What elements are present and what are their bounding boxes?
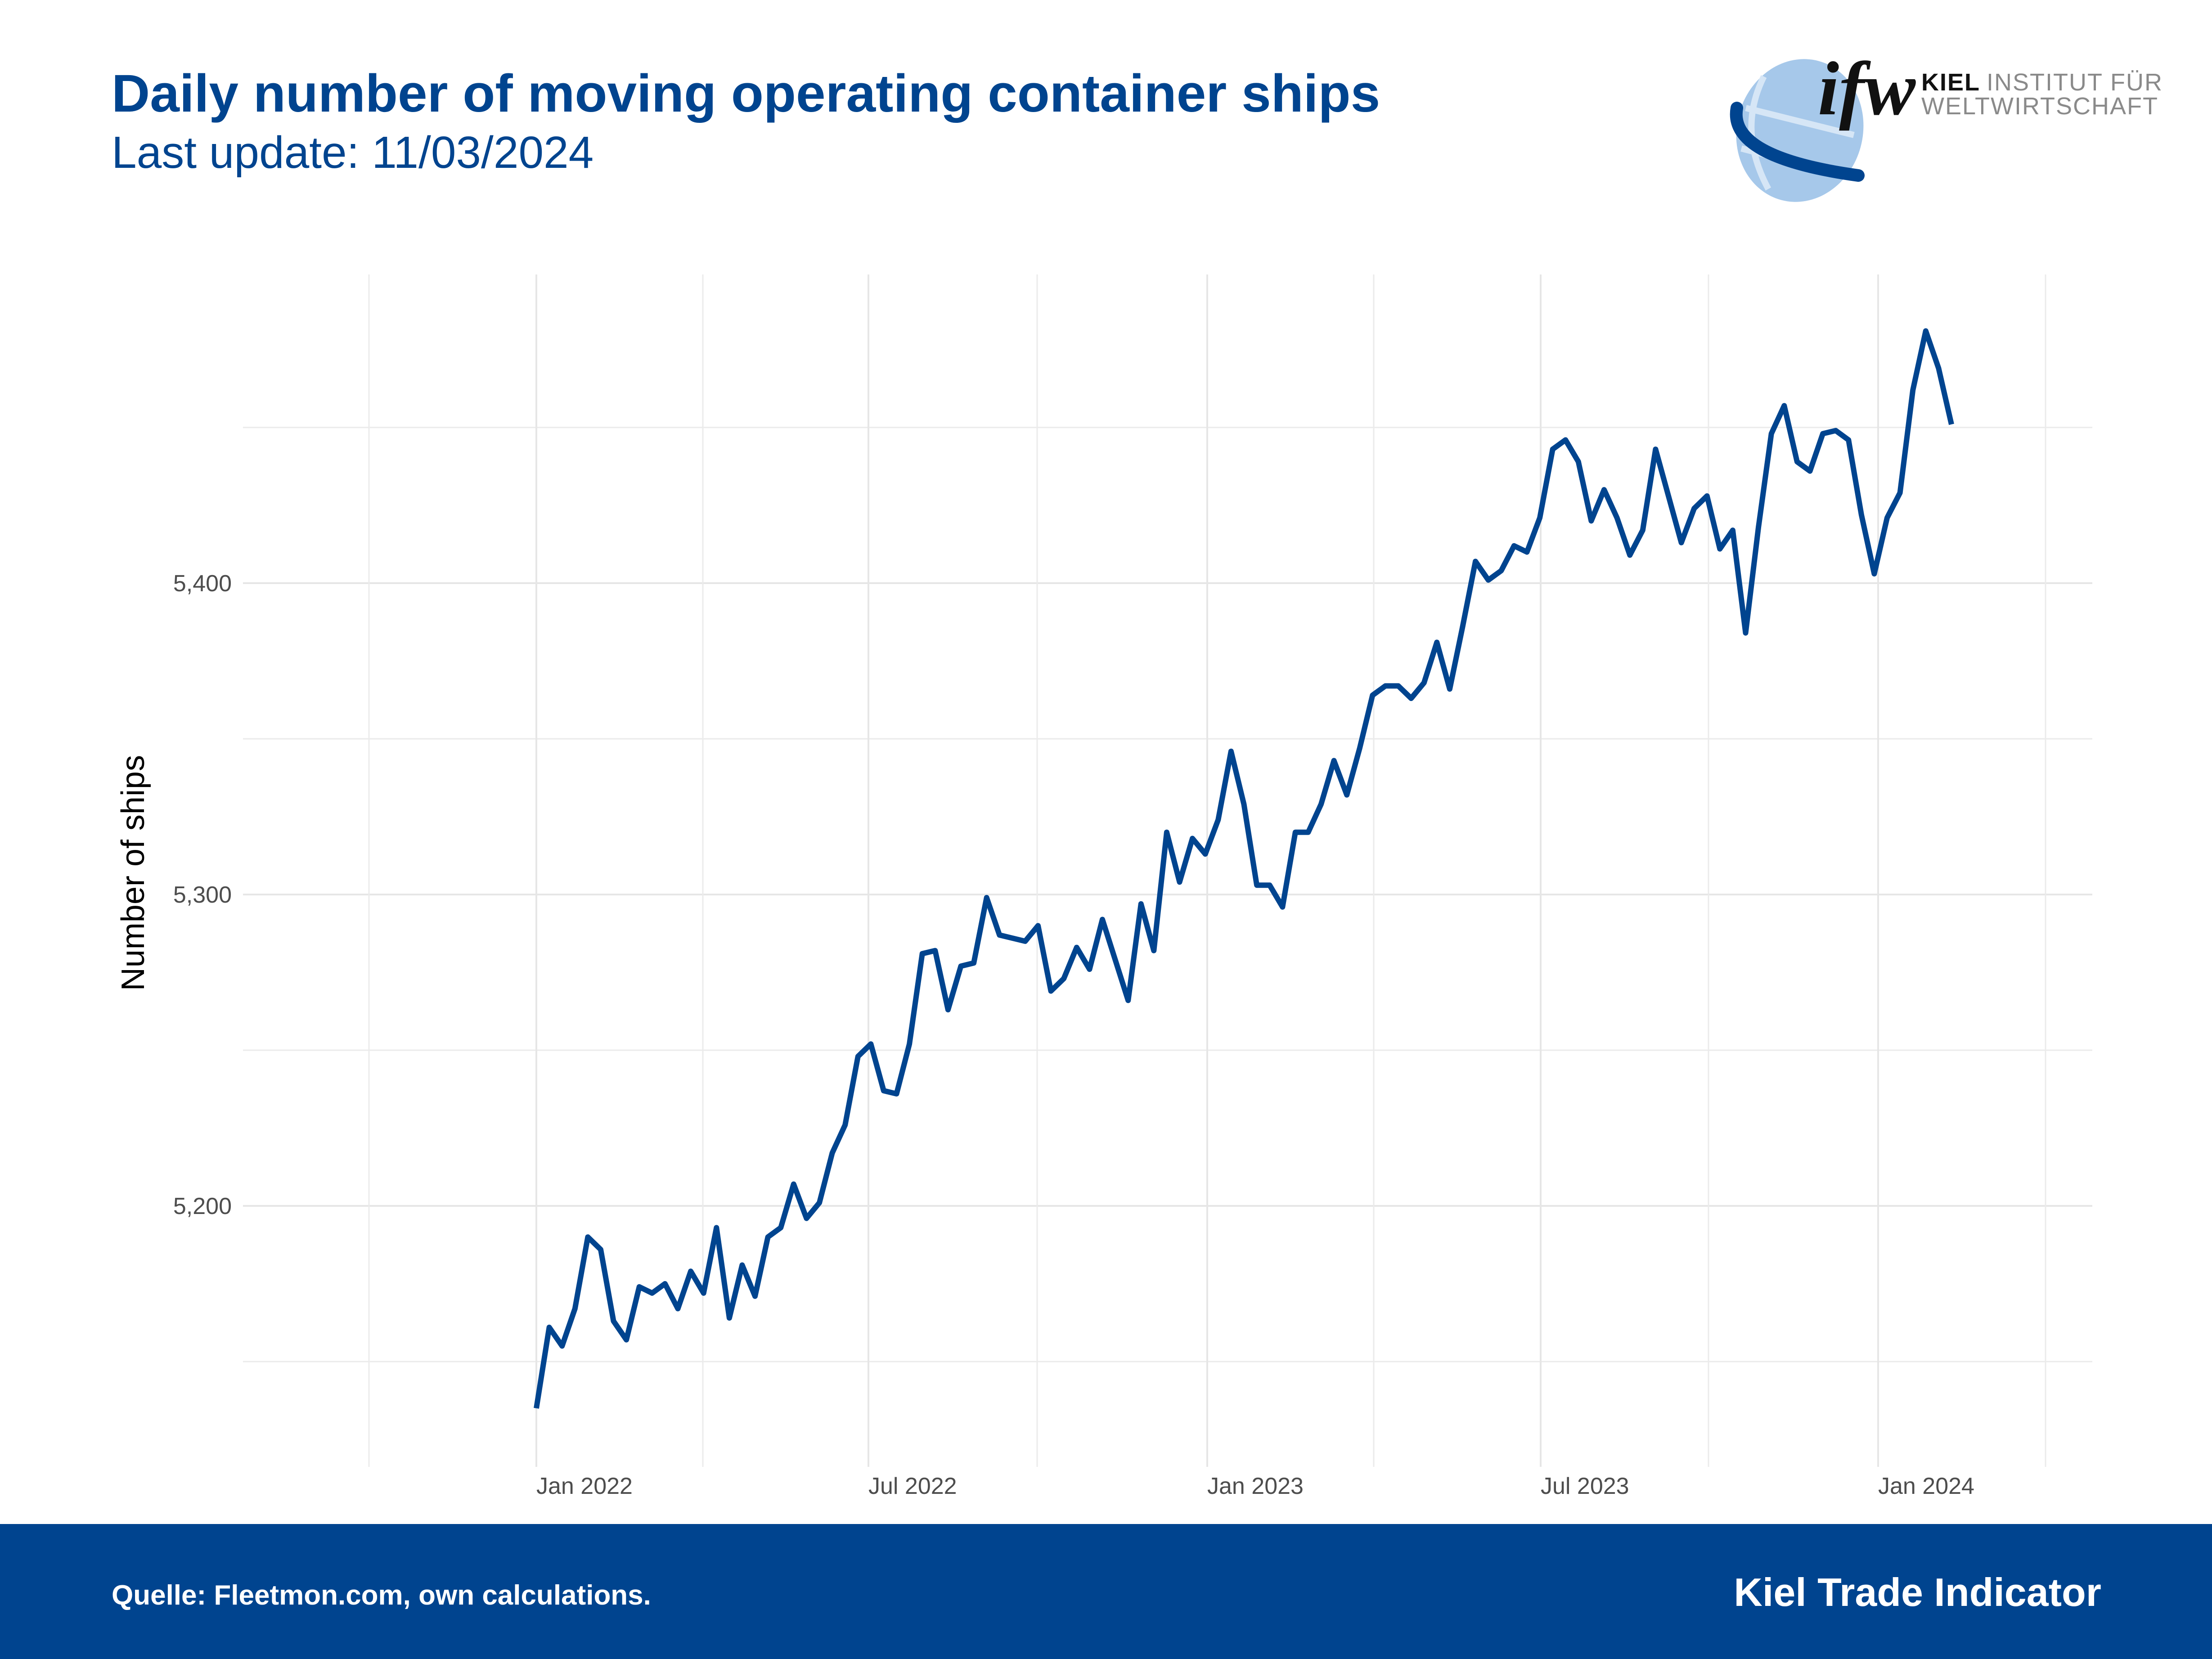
y-axis-ticks: 5,200 5,300 5,400	[173, 571, 232, 1219]
series-line	[534, 328, 1954, 1409]
x-tick-label: Jan 2023	[1207, 1473, 1304, 1499]
y-tick-label: 5,400	[173, 571, 232, 597]
source-note: Quelle: Fleetmon.com, own calculations.	[112, 1580, 651, 1611]
footer-bar	[0, 1524, 2212, 1659]
logo-institut: INSTITUT FÜR	[1987, 69, 2163, 96]
ifw-wordmark: ifw	[1818, 46, 1916, 131]
line-chart: 5,200 5,300 5,400 Jan 2022 Jul 2022 Jan 2023…	[115, 274, 2092, 1499]
grid	[243, 274, 2092, 1467]
footer-brand: Kiel Trade Indicator	[1734, 1570, 2101, 1614]
chart-subtitle: Last update: 11/03/2024	[112, 127, 594, 178]
x-tick-label: Jul 2022	[868, 1473, 957, 1499]
globe-logo-icon	[1730, 59, 1865, 202]
x-tick-label: Jan 2022	[536, 1473, 633, 1499]
logo-weltwirtschaft: WELTWIRTSCHAFT	[1921, 93, 2158, 120]
x-tick-label: Jan 2024	[1878, 1473, 1974, 1499]
logo-kiel: KIEL	[1921, 69, 1981, 96]
x-axis-ticks: Jan 2022 Jul 2022 Jan 2023 Jul 2023 Jan 2024	[536, 1473, 1974, 1499]
x-tick-label: Jul 2023	[1541, 1473, 1629, 1499]
y-tick-label: 5,300	[173, 882, 232, 908]
y-tick-label: 5,200	[173, 1193, 232, 1219]
chart-title: Daily number of moving operating contain…	[112, 64, 1380, 123]
y-axis-title: Number of ships	[115, 755, 151, 991]
